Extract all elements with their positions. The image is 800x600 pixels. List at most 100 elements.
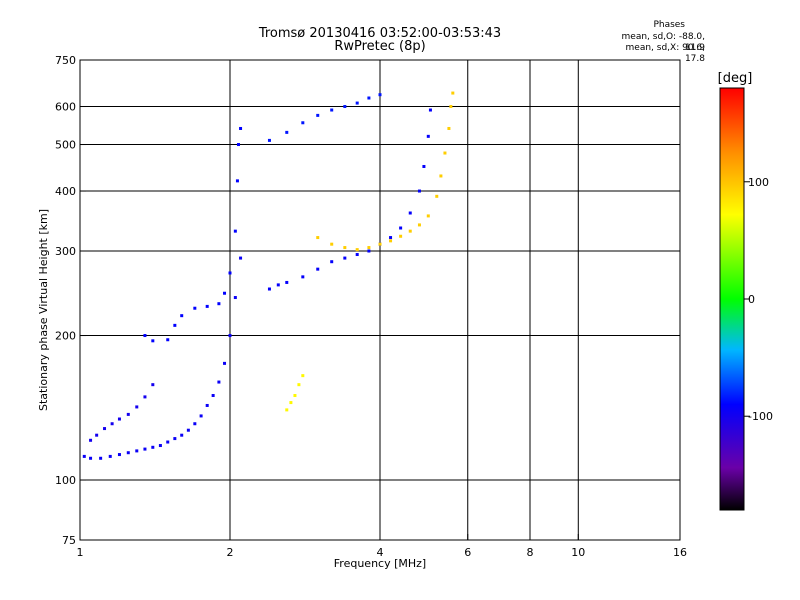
- data-point: [289, 401, 293, 405]
- data-point: [151, 339, 155, 343]
- x-tick-label: 6: [464, 546, 471, 559]
- colorbar: [deg] 100 0 -100: [718, 71, 773, 511]
- y-tick-label: 400: [55, 185, 76, 198]
- data-point: [267, 287, 271, 291]
- data-point: [449, 105, 453, 109]
- data-point: [228, 334, 232, 338]
- data-point: [408, 211, 412, 215]
- data-point: [143, 447, 147, 451]
- data-point: [267, 138, 271, 142]
- data-point: [426, 134, 430, 138]
- data-point: [301, 121, 305, 125]
- data-point: [443, 151, 447, 155]
- data-point: [447, 126, 451, 130]
- y-tick-label: 600: [55, 101, 76, 114]
- data-point: [408, 229, 412, 233]
- data-point: [343, 256, 347, 260]
- data-point: [378, 242, 382, 246]
- data-point: [399, 226, 403, 230]
- data-point: [89, 456, 93, 460]
- data-point: [316, 113, 320, 117]
- data-point: [316, 236, 320, 240]
- data-point: [378, 93, 382, 97]
- data-point: [285, 408, 289, 412]
- data-point: [422, 164, 426, 168]
- data-point: [435, 194, 439, 198]
- phase-heading: Phases: [653, 20, 685, 30]
- data-point: [451, 91, 455, 95]
- y-tick-label: 200: [55, 330, 76, 343]
- data-point: [426, 214, 430, 218]
- data-point: [193, 422, 197, 426]
- data-point: [143, 395, 147, 399]
- data-point: [367, 249, 371, 253]
- data-point: [180, 433, 184, 437]
- x-tick-label: 8: [527, 546, 534, 559]
- data-point: [399, 234, 403, 238]
- data-point: [301, 275, 305, 279]
- data-point: [439, 174, 443, 178]
- data-point: [330, 242, 334, 246]
- data-point: [95, 433, 99, 437]
- x-tick-label: 1: [77, 546, 84, 559]
- data-point: [417, 189, 421, 193]
- data-point: [126, 412, 130, 416]
- data-point: [355, 101, 359, 105]
- data-point: [417, 223, 421, 227]
- y-tick-label: 750: [55, 54, 76, 67]
- x-axis-label: Frequency [MHz]: [334, 557, 426, 570]
- data-point: [217, 302, 221, 306]
- data-point: [343, 105, 347, 109]
- data-point: [99, 456, 103, 460]
- data-point: [285, 130, 289, 134]
- colorbar-tick-label: -100: [748, 410, 773, 423]
- data-point: [151, 445, 155, 449]
- data-point: [301, 374, 305, 378]
- data-point: [126, 451, 130, 455]
- y-tick-label: 100: [55, 474, 76, 487]
- colorbar-ticks: 100 0 -100: [744, 176, 773, 423]
- data-point: [158, 444, 162, 448]
- data-point: [205, 403, 209, 407]
- data-point: [108, 454, 112, 458]
- data-point: [285, 280, 289, 284]
- phase-o-stats: mean, sd,O: -88.0, 11.9: [621, 32, 705, 53]
- data-point: [193, 306, 197, 310]
- plot-grid: [80, 60, 680, 540]
- colorbar-gradient: [719, 87, 745, 511]
- data-point: [117, 453, 121, 457]
- colorbar-unit-label: [deg]: [718, 71, 753, 86]
- data-point: [367, 246, 371, 250]
- data-point: [186, 428, 190, 432]
- x-tick-label: 2: [227, 546, 234, 559]
- data-point: [236, 143, 240, 147]
- x-tick-label: 16: [673, 546, 687, 559]
- data-point: [89, 438, 93, 442]
- data-point: [135, 449, 139, 453]
- chart-title: Tromsø 20130416 03:52:00-03:53:43: [258, 26, 502, 41]
- data-point: [211, 394, 215, 398]
- data-point: [239, 256, 243, 260]
- y-axis-label: Stationary phase Virtual Height [km]: [37, 209, 50, 411]
- data-point: [367, 96, 371, 100]
- data-points: [82, 91, 455, 460]
- data-point: [330, 108, 334, 112]
- data-point: [205, 304, 209, 308]
- data-point: [143, 334, 147, 338]
- data-point: [110, 422, 114, 426]
- x-tick-label: 4: [377, 546, 384, 559]
- data-point: [223, 291, 227, 295]
- data-point: [428, 108, 432, 112]
- data-point: [117, 417, 121, 421]
- data-point: [343, 246, 347, 250]
- data-point: [223, 361, 227, 365]
- y-tick-label: 75: [62, 534, 76, 547]
- data-point: [330, 260, 334, 264]
- data-point: [228, 271, 232, 275]
- data-point: [180, 314, 184, 318]
- data-point: [316, 267, 320, 271]
- data-point: [166, 338, 170, 342]
- data-point: [135, 405, 139, 409]
- data-point: [389, 239, 393, 243]
- y-tick-label: 500: [55, 139, 76, 152]
